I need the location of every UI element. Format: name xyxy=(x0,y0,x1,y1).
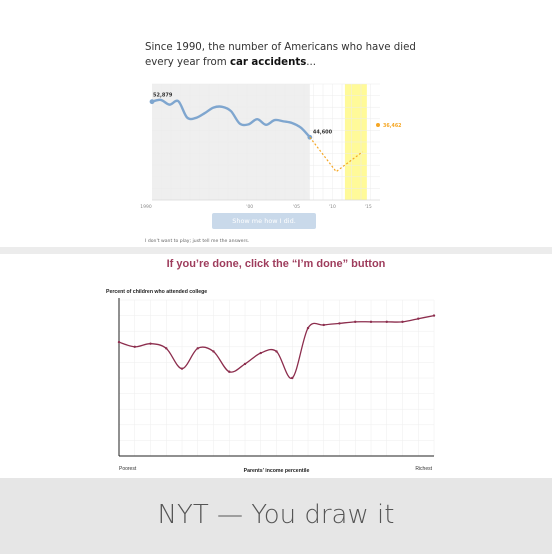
drawn-point xyxy=(165,347,168,350)
answer-point xyxy=(376,123,380,127)
x-tick-label: '05 xyxy=(293,204,300,210)
drawn-point xyxy=(291,376,294,380)
answer-value-label: 36,462 xyxy=(383,123,402,129)
intro-line-2-prefix: every year from xyxy=(145,57,230,68)
drawn-point xyxy=(133,345,136,348)
college-chart-title: Percent of children who attended college xyxy=(106,289,207,295)
richest-label: Richest xyxy=(415,466,432,472)
poorest-label: Poorest xyxy=(119,466,137,472)
deaths-known-line xyxy=(150,98,312,139)
drawn-point xyxy=(243,362,247,366)
car-accidents-chart[interactable]: 1990 '00 '05 '10 '15 52,879 44,600 36,462 xyxy=(0,0,552,248)
x-tick-label: '00 xyxy=(246,204,253,210)
drawn-point xyxy=(149,342,152,345)
intro-line-2: every year from car accidents... xyxy=(145,55,445,70)
x-tick-label: '15 xyxy=(365,204,372,210)
drawn-point xyxy=(432,314,436,317)
done-heading: If you’re done, click the “I’m done” but… xyxy=(166,258,386,270)
x-tick-label: 1990 xyxy=(140,204,152,210)
intro-keyword: car accidents xyxy=(229,57,307,68)
drawn-point xyxy=(196,347,199,350)
user-guess-line xyxy=(309,136,363,173)
drawn-point xyxy=(401,320,404,324)
intro-text: Since 1990, the number of Americans who … xyxy=(145,40,445,70)
college-panel xyxy=(0,254,552,478)
drawn-point xyxy=(338,322,341,325)
drawn-point xyxy=(385,320,388,324)
drawn-point xyxy=(180,367,184,370)
skip-game-link[interactable]: I don't want to play; just tell me the a… xyxy=(145,239,250,244)
intro-line-1: Since 1990, the number of Americans who … xyxy=(145,42,416,53)
drawn-point xyxy=(275,350,278,353)
drawn-point xyxy=(322,323,325,327)
start-point xyxy=(149,99,155,105)
caption-text: NYT — You draw it xyxy=(157,500,395,530)
x-tick-label: '10 xyxy=(329,204,336,210)
drawn-point xyxy=(228,370,231,373)
section-divider xyxy=(0,247,552,254)
drawn-point xyxy=(369,320,373,324)
end-known-value-label: 44,600 xyxy=(313,129,333,135)
college-x-axis-label: Parents’ income percentile xyxy=(244,468,310,474)
drawn-point xyxy=(354,320,357,324)
show-me-how-i-did-button[interactable]: Show me how I did. xyxy=(212,213,316,229)
drawn-point xyxy=(259,351,262,355)
caption-bar xyxy=(0,478,552,554)
drawn-point xyxy=(212,350,215,353)
drawn-point xyxy=(417,317,420,320)
start-value-label: 52,879 xyxy=(153,93,173,99)
intro-line-2-suffix: ... xyxy=(306,57,316,68)
drawn-point xyxy=(117,340,121,344)
drawn-point xyxy=(306,326,310,330)
college-attendance-chart[interactable]: Percent of children who attended college… xyxy=(0,0,552,478)
